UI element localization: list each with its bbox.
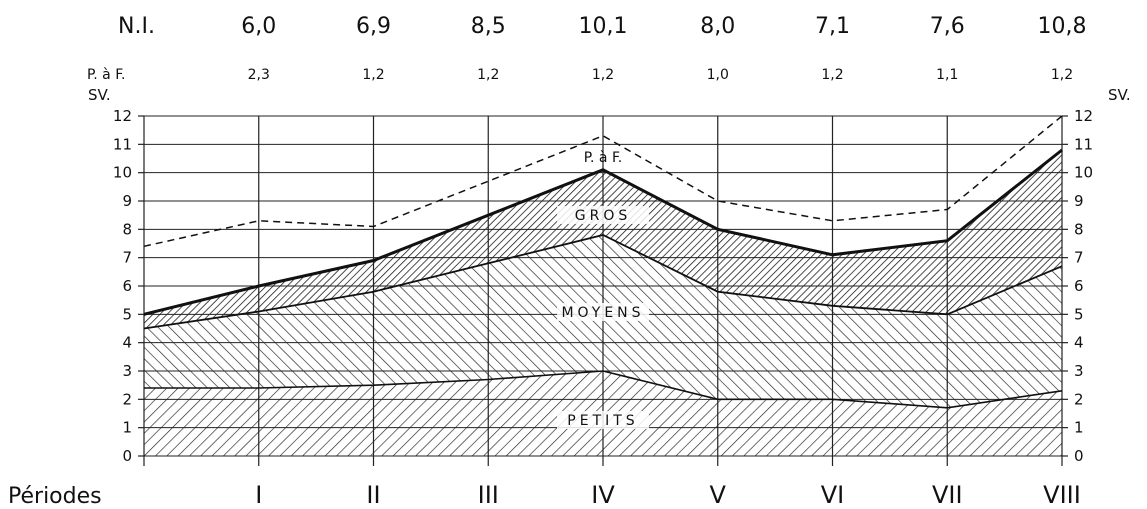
y-tick-label-right: 11 <box>1074 135 1093 153</box>
series-label-moyens: MOYENS <box>561 305 644 321</box>
y-tick-label-right: 2 <box>1074 390 1084 408</box>
top-row-value: 1,2 <box>362 67 384 83</box>
y-axis-label-right: SV. <box>1108 86 1131 104</box>
series-label-paf: P. à F. <box>584 150 622 166</box>
top-row-value: 7,6 <box>930 14 965 39</box>
x-axis-label: Périodes <box>8 484 102 509</box>
x-tick-label-IV: IV <box>591 481 615 509</box>
top-row-value: 1,2 <box>592 67 614 83</box>
y-tick-label-left: 9 <box>122 192 132 210</box>
top-row-value: 8,5 <box>471 14 506 39</box>
top-row-value: 8,0 <box>700 14 735 39</box>
top-row-value: 2,3 <box>248 67 270 83</box>
y-tick-label-left: 12 <box>113 107 132 125</box>
top-row-value: 1,2 <box>821 67 843 83</box>
y-tick-label-right: 9 <box>1074 192 1084 210</box>
y-tick-label-left: 0 <box>122 447 132 465</box>
top-row-value: 10,1 <box>579 14 628 39</box>
top-row-value: 10,8 <box>1038 14 1087 39</box>
y-tick-label-left: 7 <box>122 249 132 267</box>
x-tick-label-V: V <box>710 481 727 509</box>
x-tick-label-VII: VII <box>932 481 963 509</box>
y-tick-label-left: 11 <box>113 135 132 153</box>
y-tick-label-left: 8 <box>122 220 132 238</box>
y-tick-label-left: 4 <box>122 334 132 352</box>
top-row-value: 6,0 <box>241 14 276 39</box>
top-row-value: 1,1 <box>936 67 958 83</box>
series-label-petits: PETITS <box>567 413 638 429</box>
y-tick-label-left: 10 <box>113 164 132 182</box>
y-tick-label-right: 3 <box>1074 362 1084 380</box>
top-row-value: 7,1 <box>815 14 850 39</box>
line-paf <box>143 115 1063 248</box>
series-label-petits-bg <box>557 411 649 429</box>
y-tick-label-left: 6 <box>122 277 132 295</box>
top-row-value: 1,0 <box>707 67 729 83</box>
y-tick-label-right: 8 <box>1074 220 1084 238</box>
y-tick-label-left: 3 <box>122 362 132 380</box>
x-tick-label-VIII: VIII <box>1043 481 1081 509</box>
series-lines <box>143 115 1063 409</box>
line-petits <box>144 370 1063 409</box>
top-row-value: 6,9 <box>356 14 391 39</box>
y-tick-label-right: 10 <box>1074 164 1093 182</box>
y-tick-label-right: 6 <box>1074 277 1084 295</box>
line-gros <box>143 148 1063 316</box>
y-tick-label-right: 0 <box>1074 447 1084 465</box>
top-row-value: 1,2 <box>477 67 499 83</box>
y-tick-label-right: 5 <box>1074 305 1084 323</box>
y-tick-label-left: 1 <box>122 419 132 437</box>
top-row-value: 1,2 <box>1051 67 1073 83</box>
y-tick-label-right: 1 <box>1074 419 1084 437</box>
series-label-moyens-bg <box>557 303 649 321</box>
y-tick-label-right: 12 <box>1074 107 1093 125</box>
series-label-gros-bg <box>557 206 649 224</box>
y-tick-label-right: 4 <box>1074 334 1084 352</box>
x-tick-label-II: II <box>366 481 380 509</box>
x-tick-label-I: I <box>255 481 262 509</box>
top-row-label: P. à F. <box>87 67 125 83</box>
y-tick-label-left: 2 <box>122 390 132 408</box>
x-tick-label-VI: VI <box>821 481 845 509</box>
series-label-gros: GROS <box>575 208 631 224</box>
y-tick-label-right: 7 <box>1074 249 1084 267</box>
y-axis-label-left: SV. <box>88 86 111 104</box>
top-row-label: N.I. <box>118 14 155 39</box>
line-moyens <box>143 234 1063 330</box>
y-tick-label-left: 5 <box>122 305 132 323</box>
x-tick-label-III: III <box>478 481 499 509</box>
